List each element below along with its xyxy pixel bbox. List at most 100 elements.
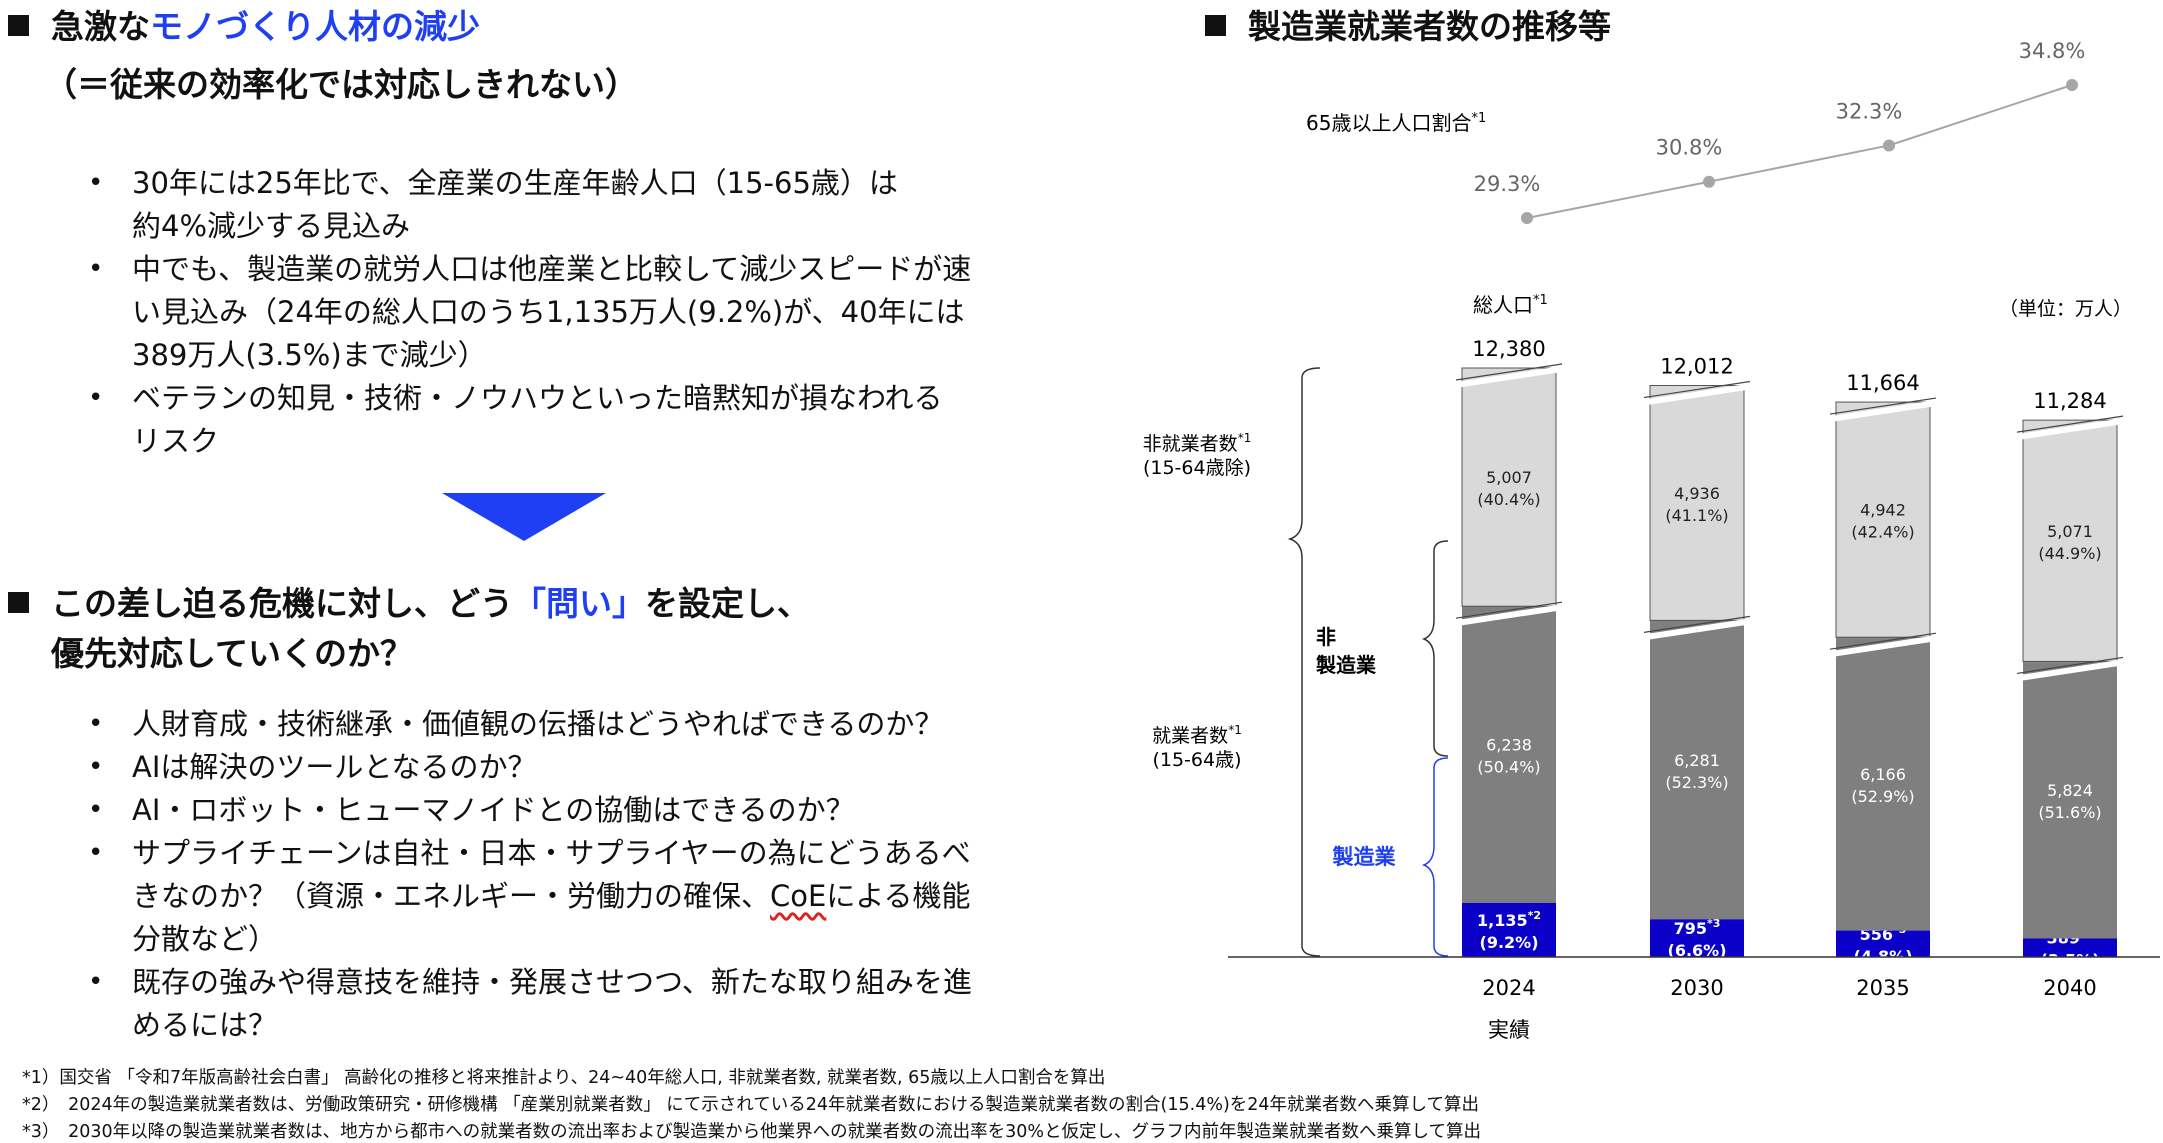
axis-break-gap <box>2017 659 2123 682</box>
x-axis-labels: 2024 2030 2035 2040 <box>1482 976 2096 1000</box>
bar-value-label: 5,007 <box>1486 468 1532 487</box>
ratio-value-label: 30.8% <box>1656 136 1723 160</box>
x-tick-label: 2035 <box>1856 976 1909 1000</box>
ratio-value-label: 29.3% <box>1474 172 1541 196</box>
non-mfg-label-1: 非 <box>1316 625 1336 649</box>
bar-segment <box>2023 938 2117 957</box>
bar-segment <box>1462 903 1556 957</box>
bar-total-label: 12,380 <box>1472 337 1545 361</box>
footnote-2: *2） 2024年の製造業就業者数は、労働政策研究・研修機構 「産業別就業者数」… <box>22 1095 1480 1115</box>
ratio-point <box>1883 139 1895 152</box>
ratio-label: 65歳以上人口割合*1 <box>1306 111 1486 135</box>
worker-age-label: (15-64歳) <box>1152 749 1241 771</box>
mfg-label: 製造業 <box>1332 845 1397 869</box>
bar-pct-label: (40.4%) <box>1477 490 1540 509</box>
x-tick-label: 2024 <box>1482 976 1535 1000</box>
bar-pct-label: (50.4%) <box>1477 758 1540 777</box>
axis-break-gap <box>1830 635 1936 658</box>
axis-break-gap <box>2017 418 2123 441</box>
bar-pct-label: (52.3%) <box>1665 773 1728 792</box>
axis-break-mark <box>2016 415 2124 433</box>
down-arrow-icon <box>442 493 606 541</box>
outer-bracket <box>1287 367 1321 957</box>
bullet-list-2: 人財育成・技術継承・価値観の伝播はどうやればできるのか？ AIは解決のツールとな… <box>80 703 1100 1047</box>
axis-break-gap <box>1456 604 1562 627</box>
unit-note: （単位：万人） <box>1999 298 2132 320</box>
bar-segment <box>2022 419 2118 662</box>
non-mfg-bracket <box>1421 540 1449 757</box>
bullet-list-1: 30年には25年比で、全産業の生産年齢人口（15-65歳）は約4%減少する見込み… <box>80 162 1100 463</box>
bar-pct-label: (6.6%) <box>1668 941 1727 960</box>
heading-question-line2: 優先対応していくのか？ <box>51 634 414 673</box>
x-tick-label: 2040 <box>2043 976 2096 1000</box>
axis-break-mark <box>1829 397 1937 415</box>
ratio-value-label: 32.3% <box>1836 99 1903 123</box>
bar-pct-label: (51.6%) <box>2038 803 2101 822</box>
worker-label: 就業者数*1 <box>1152 723 1242 747</box>
employment-chart: 29.3% 30.8% 32.3% 34.8% 65歳以上人口割合*1 総人口*1 （… <box>1143 39 2160 1042</box>
bar-value-label: 5,071 <box>2047 522 2093 541</box>
bar-value-label: 5,824 <box>2047 781 2093 800</box>
axis-break-gap <box>1644 383 1750 406</box>
bar-segment <box>1836 930 1930 957</box>
bar-total-label: 12,012 <box>1660 355 1733 379</box>
footnote-3: *3） 2030年以降の製造業就業者数は、地方から都市への就業者数の流出率および… <box>22 1122 1482 1142</box>
list-item: AIは解決のツールとなるのか？ <box>80 746 1100 789</box>
stacked-bars: 1,135*2 (9.2%) 6,238 (50.4%) 5,007 (40.4%) 12,… <box>1455 337 2124 970</box>
bar-segment <box>2023 661 2117 939</box>
ratio-line-series: 29.3% 30.8% 32.3% 34.8% <box>1474 39 2086 224</box>
bar-segment <box>1650 919 1744 957</box>
axis-break-gap <box>1456 366 1562 388</box>
axis-break-mark <box>1643 380 1751 399</box>
list-item: AI・ロボット・ヒューマノイドとの協働はできるのか？ <box>80 789 1100 832</box>
bar-segment <box>1649 385 1745 621</box>
bar-segment <box>1650 620 1744 920</box>
axis-break-mark <box>1643 615 1751 633</box>
list-item: 30年には25年比で、全産業の生産年齢人口（15-65歳）は約4%減少する見込み <box>80 162 1100 248</box>
axis-break-mark <box>1455 363 1563 381</box>
axis-break-mark <box>1829 632 1937 650</box>
list-item: 中でも、製造業の就労人口は他産業と比較して減少スピードが速い見込み（24年の総人… <box>80 248 1100 377</box>
ratio-point <box>2066 79 2078 91</box>
ratio-polyline <box>1526 84 2073 219</box>
mfg-bracket <box>1421 757 1449 957</box>
bar-value-label: 4,936 <box>1674 484 1720 503</box>
ratio-point <box>1703 175 1715 188</box>
ratio-point <box>1521 212 1533 224</box>
actual-label: 実績 <box>1488 1018 1530 1042</box>
axis-break-gap <box>1644 618 1750 641</box>
bar-pct-label: (3.5%) <box>2041 951 2100 970</box>
bar-pct-label: (9.2%) <box>1480 933 1539 952</box>
bar-total-label: 11,284 <box>2033 389 2106 413</box>
bar-value-label: 1,135*2 <box>1477 909 1541 930</box>
non-worker-age-label: (15-64歳除) <box>1143 457 1251 479</box>
bar-pct-label: (41.1%) <box>1665 506 1728 525</box>
axis-break-gap <box>1830 400 1936 423</box>
heading-question: この差し迫る危機に対し、どう「問い」を設定し、 <box>8 577 810 625</box>
bar-pct-label: (44.9%) <box>2038 544 2101 563</box>
list-item: サプライチェーンは自社・日本・サプライヤーの為にどうあるべきなのか？（資源・エネ… <box>80 832 1100 961</box>
bar-segment <box>1461 367 1557 607</box>
bar-segment <box>1462 606 1556 904</box>
axis-break-mark <box>1455 601 1563 619</box>
subheading: （＝従来の効率化では対応しきれない） <box>44 65 638 104</box>
non-mfg-label-2: 製造業 <box>1316 653 1377 677</box>
square-bullet-icon <box>8 15 29 36</box>
square-bullet-icon <box>8 592 29 613</box>
list-item: 人財育成・技術継承・価値観の伝播はどうやればできるのか？ <box>80 703 1100 746</box>
bar-pct-label: (52.9%) <box>1851 787 1914 806</box>
chart-heading: 製造業就業者数の推移等 <box>1205 0 1611 48</box>
bar-value-label: 6,238 <box>1486 736 1532 755</box>
bar-value-label: 4,942 <box>1860 501 1906 520</box>
non-worker-label: 非就業者数*1 <box>1143 431 1252 455</box>
bar-pct-label: (42.4%) <box>1851 523 1914 542</box>
bar-segment <box>1835 401 1931 638</box>
heading-talent-decline: 急激なモノづくり人材の減少 <box>8 0 480 48</box>
bar-total-label: 11,664 <box>1846 371 1919 395</box>
bar-value-label: 6,166 <box>1860 765 1906 784</box>
bar-value-label: 6,281 <box>1674 751 1720 770</box>
square-bullet-icon <box>1205 15 1226 36</box>
bar-segment <box>1836 637 1930 931</box>
ratio-value-label: 34.8% <box>2019 39 2086 63</box>
